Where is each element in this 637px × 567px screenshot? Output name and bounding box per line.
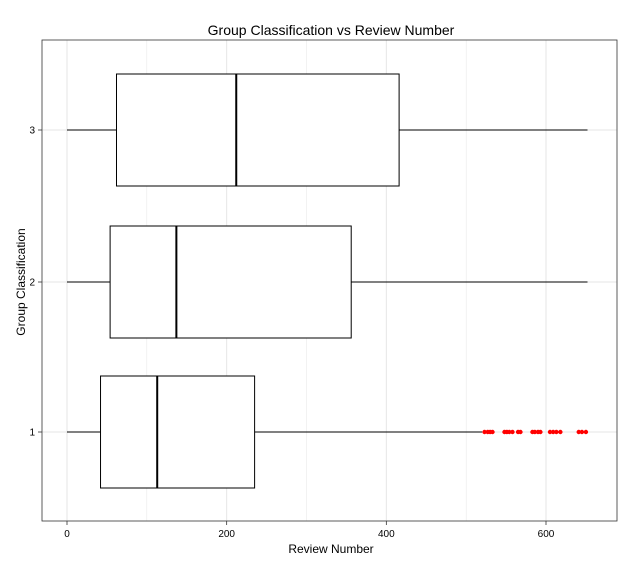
box-group-1 (67, 375, 589, 489)
x-axis-title: Review Number (288, 542, 373, 556)
box-layer (67, 73, 589, 489)
x-tick-label: 600 (538, 529, 555, 540)
y-axis-title: Group Classification (14, 228, 28, 335)
outlier-point (547, 429, 553, 435)
outlier-point (510, 429, 515, 435)
outlier-point (558, 429, 563, 435)
outlier-point (576, 429, 581, 435)
chart-title: Group Classification vs Review Number (208, 22, 455, 38)
outlier-point (507, 429, 512, 435)
box-rect (109, 225, 352, 339)
panel-border (41, 39, 618, 522)
outlier-point (583, 429, 589, 435)
box-rect (100, 375, 256, 489)
outlier-point (532, 429, 538, 435)
box-rect (115, 73, 400, 187)
outlier-point (538, 429, 543, 435)
box-group-2 (67, 225, 588, 339)
axis-layer: 0 200 400 600 1 2 3 (29, 126, 554, 541)
y-tick-label: 2 (29, 278, 35, 289)
y-tick-label: 1 (29, 428, 35, 439)
x-tick-label: 0 (64, 529, 70, 540)
outlier-point (550, 429, 556, 435)
outlier-point (482, 429, 487, 435)
outlier-point (554, 429, 559, 435)
outlier-point (490, 429, 495, 435)
x-tick-label: 400 (378, 529, 395, 540)
outlier-point (518, 429, 523, 435)
outlier-point (579, 429, 585, 435)
y-tick-label: 3 (29, 126, 35, 137)
x-tick-label: 200 (218, 529, 235, 540)
box-group-3 (67, 73, 588, 187)
